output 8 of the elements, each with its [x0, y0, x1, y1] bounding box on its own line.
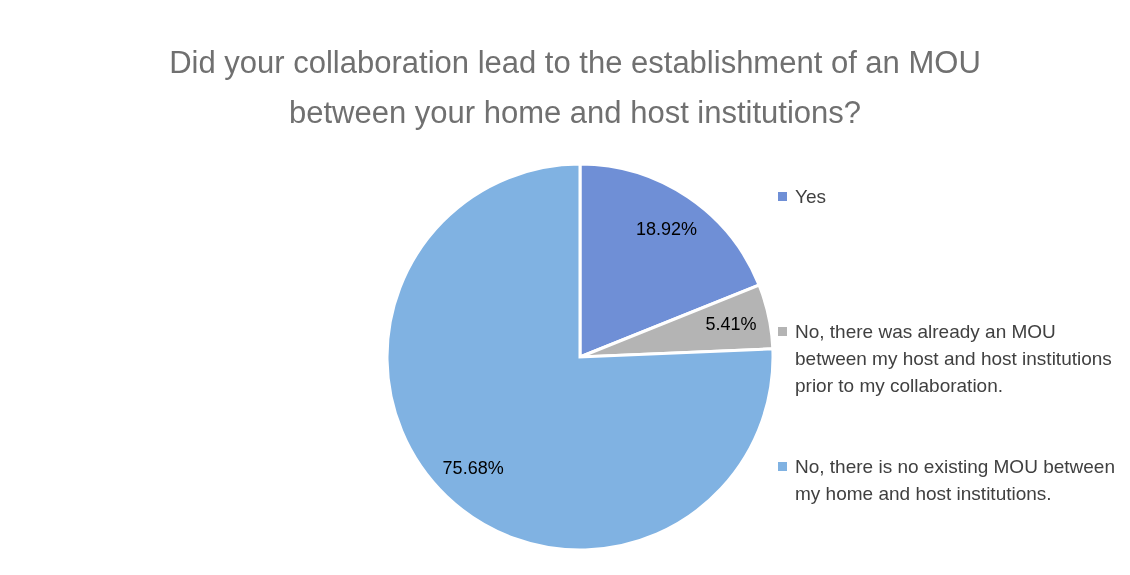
legend-label: Yes: [795, 185, 826, 209]
data-label: 75.68%: [442, 458, 504, 479]
legend-label: No, there is no existing MOU between my home and host institutions.: [795, 455, 1116, 506]
legend-label: No, there was already an MOU between my host and host institutions prior to my collaboration.: [795, 320, 1113, 398]
chart-title: Did your collaboration lead to the establishment of an MOU between your home and host institutions?: [168, 44, 982, 132]
data-label: 18.92%: [635, 219, 697, 240]
pie-slice: [385, 162, 775, 552]
data-label: 5.41%: [705, 314, 757, 335]
